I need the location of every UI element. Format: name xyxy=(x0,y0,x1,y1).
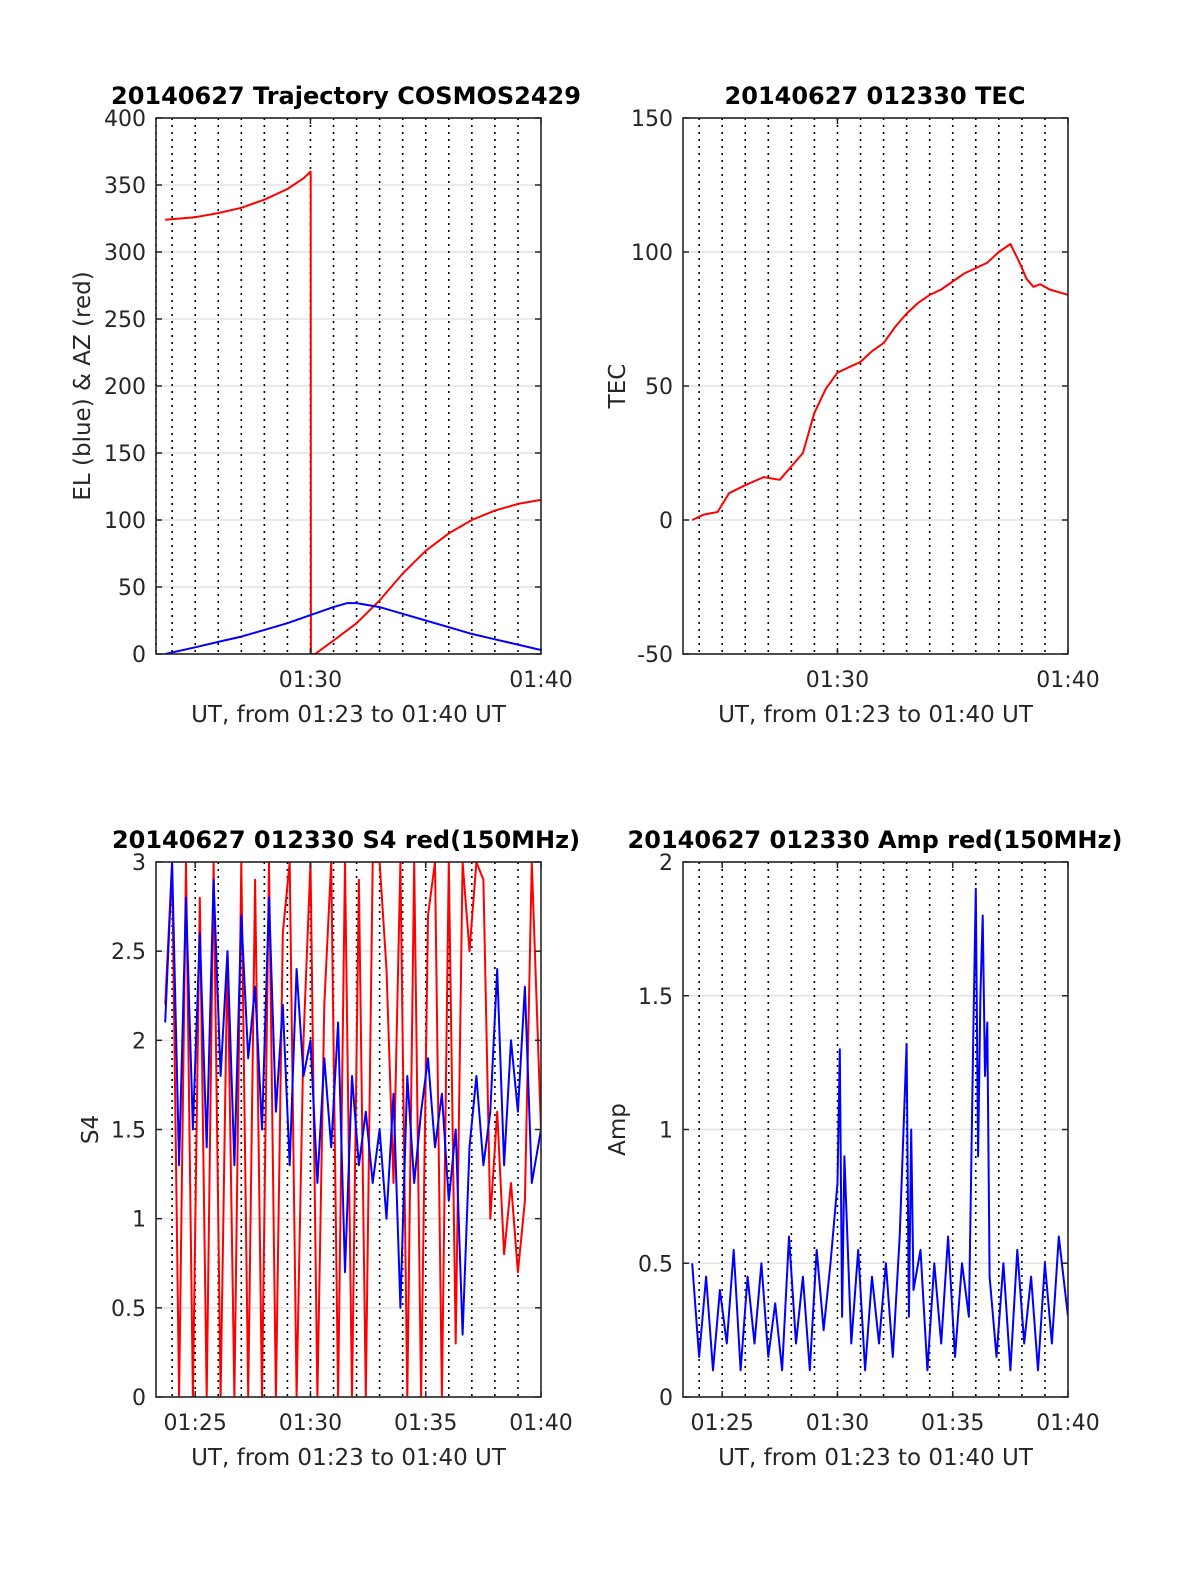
series-blue-line xyxy=(164,602,541,654)
panel-tec: -50 0 50 100 150 01:30 01:40 20140627 012330 TE… xyxy=(605,82,1100,728)
chart-title: 20140627 012330 TEC xyxy=(725,82,1026,110)
y-axis-label: EL (blue) & AZ (red) xyxy=(70,271,96,500)
x-tick-label: 01:40 xyxy=(509,1411,572,1436)
chart-title: 20140627 012330 S4 red(150MHz) xyxy=(112,826,580,854)
y-tick-label: 1.5 xyxy=(638,985,673,1010)
y-tick-label: 350 xyxy=(104,174,146,199)
x-axis-label: UT, from 01:23 to 01:40 UT xyxy=(718,702,1034,728)
x-tick-label: 01:25 xyxy=(163,1411,226,1436)
x-tick-label: 01:30 xyxy=(806,668,869,693)
y-tick-label: 1 xyxy=(659,1119,673,1144)
series-red-line xyxy=(165,170,541,654)
y-tick-label: 300 xyxy=(104,241,146,266)
x-tick-label: 01:40 xyxy=(509,668,572,693)
y-tick-label: 3 xyxy=(132,851,146,876)
y-axis-label: S4 xyxy=(78,1115,104,1144)
y-tick-label: 150 xyxy=(631,107,673,132)
y-tick-label: 0 xyxy=(132,643,146,668)
x-tick-label: 01:40 xyxy=(1036,668,1099,693)
y-tick-label: 0 xyxy=(659,1386,673,1411)
x-tick-label: 01:30 xyxy=(279,668,342,693)
y-tick-label: 50 xyxy=(645,375,673,400)
y-tick-label: 1.5 xyxy=(111,1119,146,1144)
chart-title: 20140627 012330 Amp red(150MHz) xyxy=(628,826,1123,854)
x-tick-label: 01:35 xyxy=(394,1411,457,1436)
y-tick-label: 200 xyxy=(104,375,146,400)
x-axis-label: UT, from 01:23 to 01:40 UT xyxy=(718,1445,1034,1471)
panel-s4: 0 0.5 1 1.5 2 2.5 3 01:25 01:30 01:35 01:40 2014062… xyxy=(78,826,580,1471)
x-tick-label: 01:30 xyxy=(279,1411,342,1436)
x-tick-label: 01:40 xyxy=(1036,1411,1099,1436)
y-tick-label: 50 xyxy=(118,576,146,601)
y-tick-label: 2 xyxy=(659,851,673,876)
y-axis-label: TEC xyxy=(605,364,631,410)
y-tick-label: 0.5 xyxy=(111,1297,146,1322)
y-axis-label: Amp xyxy=(605,1103,631,1156)
series-blue-line xyxy=(164,862,541,1336)
x-tick-label: 01:35 xyxy=(921,1411,984,1436)
x-tick-label: 01:30 xyxy=(806,1411,869,1436)
y-tick-label: 150 xyxy=(104,442,146,467)
chart-title: 20140627 Trajectory COSMOS2429 xyxy=(111,82,581,110)
series-red-line xyxy=(691,243,1068,521)
y-tick-label: 2 xyxy=(132,1029,146,1054)
y-tick-label: -50 xyxy=(637,643,673,668)
y-tick-label: 250 xyxy=(104,308,146,333)
x-tick-label: 01:25 xyxy=(690,1411,753,1436)
series-blue-line xyxy=(691,887,1068,1372)
panel-amp: 0 0.5 1 1.5 2 01:25 01:30 01:35 01:40 20140627 01… xyxy=(605,826,1122,1471)
y-tick-label: 1 xyxy=(132,1208,146,1233)
x-axis-label: UT, from 01:23 to 01:40 UT xyxy=(191,1445,507,1471)
y-tick-label: 100 xyxy=(631,241,673,266)
y-tick-label: 0 xyxy=(659,509,673,534)
y-tick-label: 0 xyxy=(132,1386,146,1411)
y-tick-label: 2.5 xyxy=(111,940,146,965)
x-axis-label: UT, from 01:23 to 01:40 UT xyxy=(191,702,507,728)
panel-traj: 0 50 100 150 200 250 300 350 400 01:30 01:40 201406… xyxy=(70,82,581,728)
y-tick-label: 100 xyxy=(104,509,146,534)
y-tick-label: 400 xyxy=(104,107,146,132)
y-tick-label: 0.5 xyxy=(638,1252,673,1277)
